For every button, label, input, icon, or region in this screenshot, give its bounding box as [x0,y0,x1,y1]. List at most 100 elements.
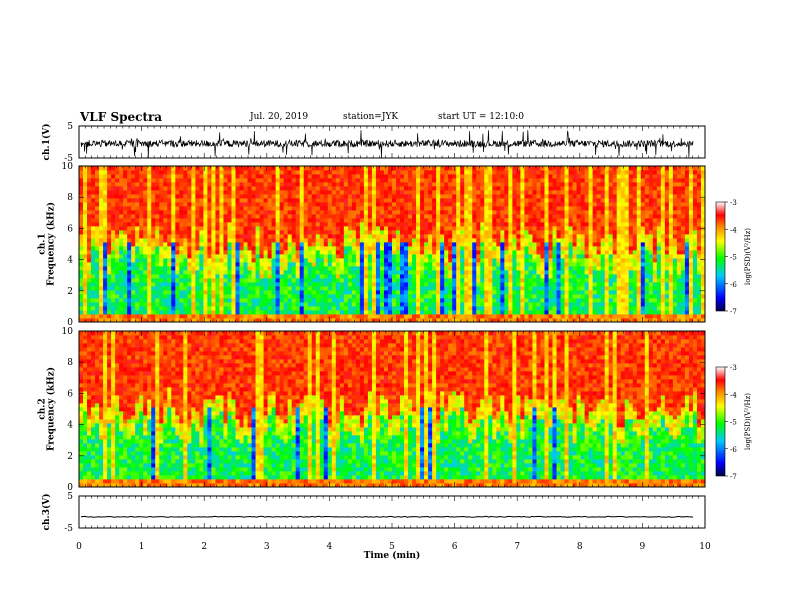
spectrogram-cell [231,186,236,191]
spectrogram-cell [396,174,401,179]
spectrogram-cell [576,246,581,251]
spectrogram-cell [167,278,172,283]
spectrogram-cell [239,282,244,287]
spectrogram-cell [287,250,293,255]
spectrogram-cell [255,170,260,175]
spectrogram-cell [500,314,505,319]
spectrogram-cell [123,198,128,203]
spectrogram-cell [147,186,152,191]
spectrogram-cell [548,278,553,283]
spectrogram-cell [315,274,321,279]
spectrogram-cell [532,302,537,307]
spectrogram-cell [351,270,357,275]
spectrogram-cell [231,310,236,315]
spectrogram-cell [319,242,325,247]
spectrogram-cell [99,218,104,223]
spectrogram-cell [227,182,232,187]
spectrogram-cell [323,286,329,291]
spectrogram-cell [512,178,517,183]
spectrogram-cell [335,198,341,203]
spectrogram-cell [367,190,373,195]
spectrogram-cell [239,186,244,191]
spectrogram-cell [371,238,377,243]
spectrogram-cell [155,286,160,291]
spectrogram-cell [540,166,545,171]
spectrogram-cell [295,278,301,283]
spectrogram-cell [516,294,521,299]
spectrogram-cell [311,210,317,215]
spectrogram-cell [404,274,409,279]
spectrogram-cell [179,254,184,259]
spectrogram-cell [484,294,489,299]
spectrogram-cell [536,278,541,283]
spectrogram-cell [327,178,333,183]
spectrogram-cell [548,182,553,187]
spectrogram-cell [83,218,88,223]
spectrogram-cell [343,194,349,199]
spectrogram-cell [512,278,517,283]
spectrogram-cell [387,270,393,275]
spectrogram-cell [432,266,437,271]
spectrogram-cell [404,258,409,263]
spectrogram-cell [107,206,112,211]
spectrogram-cell [167,318,172,323]
spectrogram-cell [387,186,393,191]
spectrogram-cell [239,270,244,275]
spectrogram-cell [375,306,381,311]
spectrogram-cell [448,218,453,223]
spectrogram-cell [508,302,513,307]
spectrogram-cell [424,234,429,239]
spectrogram-cell [440,282,445,287]
spectrogram-cell [508,318,513,323]
spectrogram-cell [355,278,361,283]
spectrogram-cell [95,206,100,211]
spectrogram-cell [115,198,120,203]
spectrogram-cell [223,290,228,295]
spectrogram-cell [335,282,341,287]
spectrogram-cell [347,254,353,259]
spectrogram-cell [175,198,180,203]
spectrogram-cell [175,190,180,195]
spectrogram-cell [307,182,313,187]
spectrogram-cell [323,290,329,295]
spectrogram-cell [580,198,586,203]
spectrogram-cell [311,194,317,199]
spectrogram-cell [119,286,124,291]
spectrogram-cell [436,202,441,207]
spectrogram-cell [139,190,144,195]
spectrogram-cell [95,318,100,323]
spectrogram-cell [367,286,373,291]
spectrogram-cell [283,262,289,267]
spectrogram-cell [359,258,365,263]
spectrogram-cell [520,306,525,311]
spectrogram-cell [247,190,252,195]
spectrogram-cell [327,206,333,211]
spectrogram-cell [572,254,577,259]
spectrogram-cell [235,174,240,179]
spectrogram-cell [472,314,477,319]
spectrogram-cell [131,290,136,295]
spectrogram-cell [464,214,469,219]
spectrogram-cell [496,202,501,207]
spectrogram-cell [331,298,337,303]
spectrogram-cell [79,234,84,239]
spectrogram-cell [99,290,104,295]
spectrogram-cell [323,202,329,207]
spectrogram-cell [492,210,497,215]
spectrogram-cell [343,286,349,291]
spectrogram-cell [295,230,301,235]
spectrogram-cell [460,234,465,239]
spectrogram-cell [500,174,505,179]
spectrogram-cell [107,190,112,195]
spectrogram-cell [207,238,212,243]
spectrogram-cell [319,302,325,307]
spectrogram-cell [135,298,140,303]
spectrogram-cell [287,270,293,275]
spectrogram-cell [500,210,505,215]
spectrogram-cell [319,178,325,183]
spectrogram-cell [540,198,545,203]
spectrogram-cell [303,174,309,179]
spectrogram-cell [444,242,449,247]
spectrogram-cell [243,258,248,263]
spectrogram-cell [187,258,192,263]
